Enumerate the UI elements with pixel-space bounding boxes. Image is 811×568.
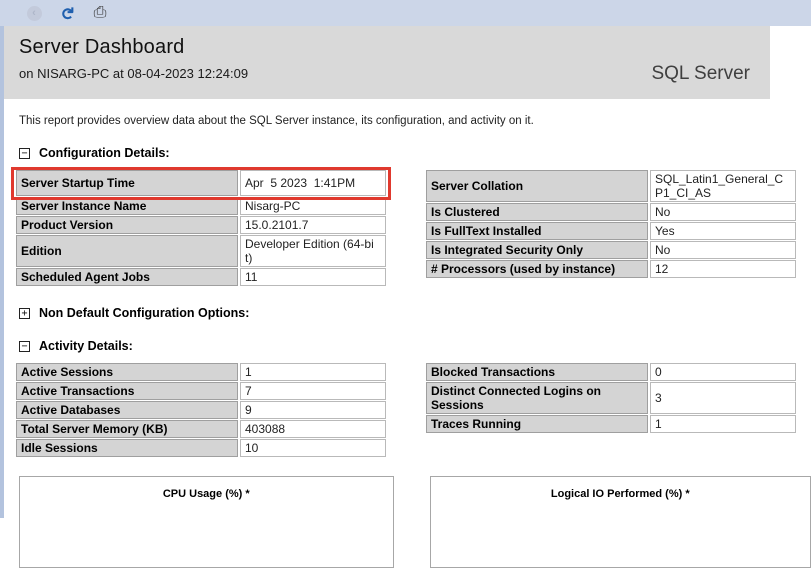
charts-row: CPU Usage (%) * Logical IO Performed (%)…	[19, 476, 811, 568]
row-value: 11	[240, 268, 386, 286]
row-label: Idle Sessions	[16, 439, 238, 457]
report-content: This report provides overview data about…	[4, 115, 811, 568]
table-row: # Processors (used by instance)12	[426, 260, 796, 278]
row-value: 12	[650, 260, 796, 278]
refresh-button[interactable]: ↻	[58, 4, 76, 22]
row-value: No	[650, 203, 796, 221]
row-value: 7	[240, 382, 386, 400]
row-label: Active Databases	[16, 401, 238, 419]
table-row: Total Server Memory (KB)403088	[16, 420, 386, 438]
section-configuration-details: − Configuration Details:	[19, 146, 811, 160]
row-value: 1	[650, 415, 796, 433]
row-value: 9	[240, 401, 386, 419]
row-label: Server Collation	[426, 170, 648, 202]
section-activity-details: − Activity Details:	[19, 339, 811, 353]
row-value: No	[650, 241, 796, 259]
section-label: Non Default Configuration Options:	[39, 306, 249, 320]
row-label: Active Sessions	[16, 363, 238, 381]
row-value: 403088	[240, 420, 386, 438]
row-value: Nisarg-PC	[240, 197, 386, 215]
row-label: # Processors (used by instance)	[426, 260, 648, 278]
row-value: 15.0.2101.7	[240, 216, 386, 234]
row-label: Active Transactions	[16, 382, 238, 400]
row-label: Is Integrated Security Only	[426, 241, 648, 259]
report-page: Server Dashboard on NISARG-PC at 08-04-2…	[0, 26, 811, 518]
row-value: 0	[650, 363, 796, 381]
print-button[interactable]: ⎙	[91, 4, 109, 22]
row-value: Yes	[650, 222, 796, 240]
row-value: Developer Edition (64-bit)	[240, 235, 386, 267]
product-label: SQL Server	[651, 63, 750, 85]
row-label: Traces Running	[426, 415, 648, 433]
row-label: Server Instance Name	[16, 197, 238, 215]
report-toolbar: ‹ ↻ ⎙	[0, 0, 811, 26]
collapse-toggle-icon[interactable]: −	[19, 341, 30, 352]
report-description: This report provides overview data about…	[19, 115, 811, 127]
collapse-toggle-icon[interactable]: −	[19, 148, 30, 159]
chart-title: Logical IO Performed (%) *	[431, 488, 811, 500]
page-title: Server Dashboard	[19, 36, 770, 59]
row-label: Blocked Transactions	[426, 363, 648, 381]
section-label: Activity Details:	[39, 339, 133, 353]
row-label: Server Startup Time	[16, 170, 238, 196]
refresh-icon: ↻	[59, 6, 76, 20]
row-label: Distinct Connected Logins on Sessions	[426, 382, 648, 414]
row-value: 3	[650, 382, 796, 414]
back-button[interactable]: ‹	[25, 4, 43, 22]
report-header: Server Dashboard on NISARG-PC at 08-04-2…	[4, 26, 770, 99]
section-label: Configuration Details:	[39, 146, 170, 160]
row-value: SQL_Latin1_General_CP1_CI_AS	[650, 170, 796, 202]
row-value: 1	[240, 363, 386, 381]
row-label: Scheduled Agent Jobs	[16, 268, 238, 286]
row-label: Product Version	[16, 216, 238, 234]
section-non-default-options: + Non Default Configuration Options:	[19, 306, 811, 320]
back-arrow-icon: ‹	[27, 6, 42, 21]
row-value: 10	[240, 439, 386, 457]
logical-io-chart: Logical IO Performed (%) *	[430, 476, 811, 568]
row-label: Edition	[16, 235, 238, 267]
row-label: Is FullText Installed	[426, 222, 648, 240]
row-label: Is Clustered	[426, 203, 648, 221]
cpu-usage-chart: CPU Usage (%) *	[19, 476, 394, 568]
row-value: Apr 5 2023 1:41PM	[240, 170, 386, 196]
row-label: Total Server Memory (KB)	[16, 420, 238, 438]
expand-toggle-icon[interactable]: +	[19, 308, 30, 319]
chart-title: CPU Usage (%) *	[20, 488, 393, 500]
printer-icon: ⎙	[94, 5, 107, 21]
